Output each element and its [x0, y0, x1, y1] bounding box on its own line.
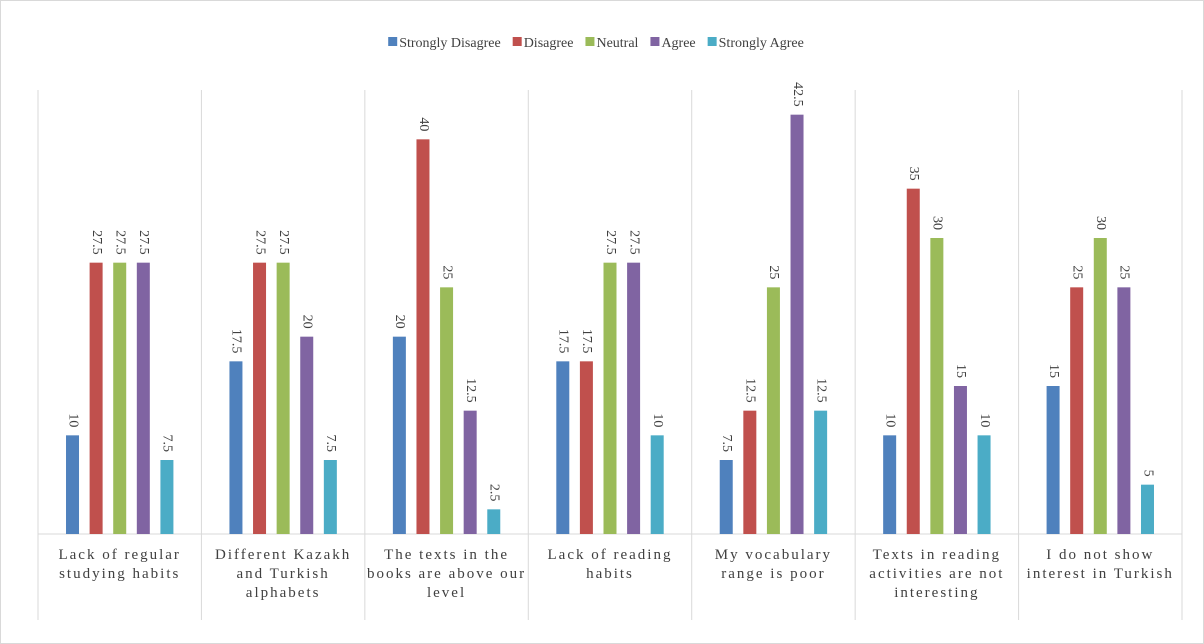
bar	[953, 386, 967, 534]
bar	[627, 262, 641, 534]
legend-swatch	[650, 37, 660, 46]
value-label: 10	[65, 413, 80, 427]
value-label: 25	[1069, 265, 1084, 279]
legend-swatch	[388, 37, 398, 46]
value-label: 30	[1093, 216, 1108, 230]
bar	[650, 435, 664, 534]
bar	[579, 361, 593, 534]
value-label: 12.5	[813, 378, 828, 403]
bar	[113, 262, 127, 534]
legend-label: Neutral	[596, 36, 638, 51]
x-tick-label: Lack of reading habits	[547, 547, 673, 582]
value-label: 27.5	[603, 230, 618, 255]
value-label: 40	[416, 117, 431, 131]
value-label: 20	[392, 315, 407, 329]
bar	[1117, 287, 1131, 534]
bar	[977, 435, 991, 534]
value-label: 25	[1117, 265, 1132, 279]
value-label: 27.5	[89, 230, 104, 255]
value-label: 10	[650, 413, 665, 427]
bar	[229, 361, 243, 534]
bar	[906, 188, 920, 534]
legend-label: Agree	[661, 36, 695, 51]
bar	[719, 460, 733, 534]
value-label: 27.5	[276, 230, 291, 255]
value-label: 27.5	[112, 230, 127, 255]
value-label: 15	[1046, 364, 1061, 378]
bar	[160, 460, 174, 534]
bar	[1046, 386, 1060, 534]
value-label: 7.5	[160, 435, 175, 453]
value-label: 10	[977, 413, 992, 427]
bar	[276, 262, 290, 534]
bar	[89, 262, 103, 534]
bar	[487, 509, 501, 534]
bar	[1140, 484, 1154, 534]
legend-swatch	[707, 37, 717, 46]
bar	[930, 238, 944, 534]
value-label: 25	[766, 265, 781, 279]
value-label: 27.5	[252, 230, 267, 255]
value-label: 17.5	[556, 329, 571, 354]
value-label: 20	[300, 315, 315, 329]
legend-swatch	[585, 37, 595, 46]
bar	[440, 287, 454, 534]
value-label: 10	[882, 413, 897, 427]
value-label: 15	[953, 364, 968, 378]
bar	[603, 262, 617, 534]
bar	[790, 114, 804, 535]
value-label: 35	[906, 167, 921, 181]
value-label: 7.5	[719, 435, 734, 453]
value-label: 30	[930, 216, 945, 230]
bar	[66, 435, 80, 534]
legend-label: Disagree	[524, 36, 574, 51]
x-tick-label: Different Kazakh and Turkish alphabets	[215, 547, 352, 601]
legend-label: Strongly Disagree	[399, 36, 500, 51]
legend-label: Strongly Agree	[719, 36, 804, 51]
bar	[1093, 238, 1107, 534]
bar	[1070, 287, 1084, 534]
bar	[766, 287, 780, 534]
x-tick-label: My vocabulary range is poor	[714, 547, 833, 582]
legend-swatch	[512, 37, 522, 46]
value-label: 25	[439, 265, 454, 279]
value-label: 12.5	[463, 378, 478, 403]
bar	[814, 410, 828, 534]
value-label: 17.5	[229, 329, 244, 354]
bar	[392, 336, 406, 534]
value-label: 2.5	[487, 484, 502, 502]
bar	[743, 410, 757, 534]
bar	[416, 139, 430, 535]
bar	[463, 410, 477, 534]
value-label: 27.5	[626, 230, 641, 255]
x-tick-label: Lack of regular studying habits	[58, 547, 181, 582]
bar	[323, 460, 337, 534]
value-label: 5	[1140, 470, 1155, 477]
value-label: 7.5	[323, 435, 338, 453]
bar	[556, 361, 570, 534]
bar	[253, 262, 267, 534]
x-tick-label: The texts in the books are above our lev…	[366, 547, 527, 601]
bar	[883, 435, 897, 534]
bar	[300, 336, 314, 534]
value-label: 42.5	[790, 82, 805, 107]
value-label: 17.5	[579, 329, 594, 354]
value-label: 27.5	[136, 230, 151, 255]
bar	[136, 262, 150, 534]
x-tick-label: I do not show interest in Turkish	[1026, 547, 1174, 582]
x-tick-label: Texts in reading activities are not inte…	[869, 547, 1005, 601]
legend: Strongly Disagree Disagree Neutral Agree Str…	[388, 36, 804, 51]
value-label: 12.5	[743, 378, 758, 403]
